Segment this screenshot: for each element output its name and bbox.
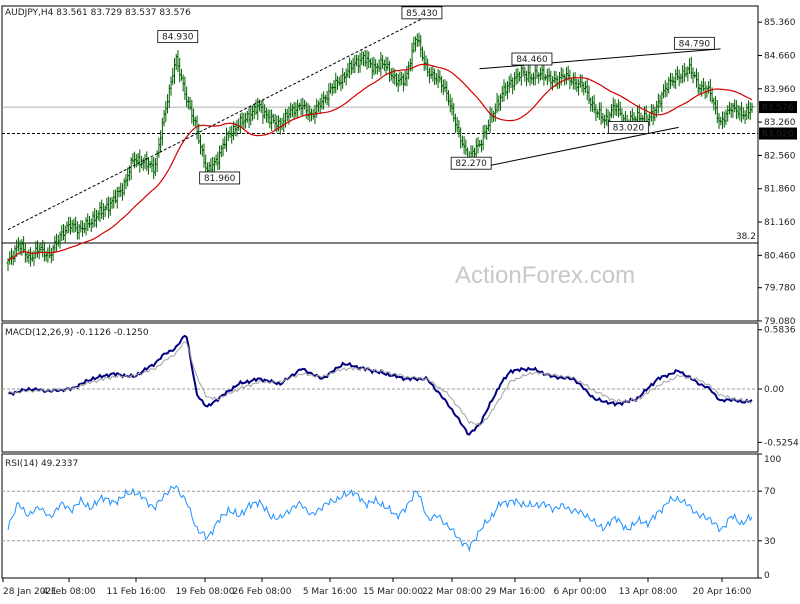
y-tick-label: 82.560 (764, 151, 796, 161)
x-tick-label: 6 Apr 00:00 (554, 587, 607, 597)
price-tag-bg (759, 127, 797, 140)
x-tick-label: 15 Mar 00:00 (363, 587, 423, 597)
y-tick-label: 83.260 (764, 118, 796, 128)
rsi-panel-title: RSI(14) 49.2337 (5, 459, 78, 469)
price-annotation: 84.460 (511, 52, 553, 66)
macd-panel-frame (1, 322, 759, 453)
y-tick-label: 85.360 (764, 18, 796, 28)
y-tick-label: 79.080 (764, 317, 796, 327)
annotation-box (157, 30, 199, 44)
annotation-box (511, 52, 553, 66)
x-tick-label: 5 Mar 16:00 (303, 587, 358, 597)
moving-average-line (7, 63, 753, 261)
x-tick-label: 22 Mar 08:00 (422, 587, 482, 597)
macd-series-signal (7, 341, 753, 427)
annotation-label: 84.460 (516, 55, 548, 65)
rsi-y-tick-label: 70 (764, 487, 776, 497)
x-tick-label: 11 Feb 16:00 (106, 587, 165, 597)
trendline-2 (471, 126, 679, 170)
rsi-y-tick-label: 30 (764, 537, 776, 547)
rsi-panel-frame (1, 453, 759, 579)
y-tick-label: 84.660 (764, 51, 796, 61)
price-annotation: 82.270 (450, 156, 492, 170)
annotation-label: 82.270 (455, 159, 487, 169)
annotation-box (199, 171, 241, 185)
macd-panel-title: MACD(12,26,9) -0.1126 -0.1250 (5, 328, 149, 338)
x-tick-label: 4 Feb 08:00 (42, 587, 96, 597)
y-tick-label: 79.780 (764, 284, 796, 294)
annotation-box (450, 156, 492, 170)
y-tick-label: 83.960 (764, 85, 796, 95)
annotation-box (673, 36, 715, 50)
x-tick-label: 20 Apr 16:00 (693, 587, 752, 597)
x-tick-label: 28 Jan 2021 (3, 587, 57, 597)
x-tick-label: 19 Feb 08:00 (175, 587, 234, 597)
price-annotation: 83.020 (607, 121, 649, 134)
trendline-3 (479, 48, 721, 70)
macd-y-tick-label: -0.5254 (764, 438, 799, 448)
price-annotation: 84.790 (673, 36, 715, 50)
price-tag-bg (759, 101, 797, 114)
y-tick-label: 80.460 (764, 251, 796, 261)
rsi-y-tick-label: 0 (764, 571, 770, 581)
fib-label: 38.2 (736, 232, 756, 242)
annotation-label: 83.020 (613, 124, 645, 134)
rsi-y-tick-label: 100 (764, 455, 781, 465)
price-panel-frame (1, 5, 759, 322)
macd-y-tick-label: 0.5836 (764, 326, 796, 336)
price-annotation: 85.430 (401, 6, 443, 20)
macd-y-tick-label: 0.00 (764, 385, 784, 395)
price-bars (6, 32, 754, 272)
x-tick-label: 26 Feb 08:00 (232, 587, 291, 597)
x-tick-label: 13 Apr 08:00 (619, 587, 678, 597)
annotation-box (607, 121, 649, 134)
price-annotation: 81.960 (199, 171, 241, 185)
annotation-label: 84.930 (162, 33, 194, 43)
rsi-series-line (7, 485, 753, 553)
support-price-tag: 83.020 (762, 130, 794, 140)
y-tick-label: 81.860 (764, 185, 796, 195)
annotation-box (401, 6, 443, 20)
watermark: ActionForex.com (455, 262, 636, 289)
trendline-1 (7, 18, 423, 231)
y-tick-label: 81.160 (764, 218, 796, 228)
x-tick-label: 29 Mar 16:00 (485, 587, 545, 597)
price-annotation: 84.930 (157, 30, 199, 44)
annotation-label: 81.960 (204, 174, 236, 184)
annotation-label: 84.790 (679, 39, 711, 49)
price-panel-title: AUDJPY,H4 83.561 83.729 83.537 83.576 (5, 8, 191, 18)
annotation-label: 85.430 (406, 9, 438, 19)
current-price-tag: 83.576 (762, 103, 794, 113)
